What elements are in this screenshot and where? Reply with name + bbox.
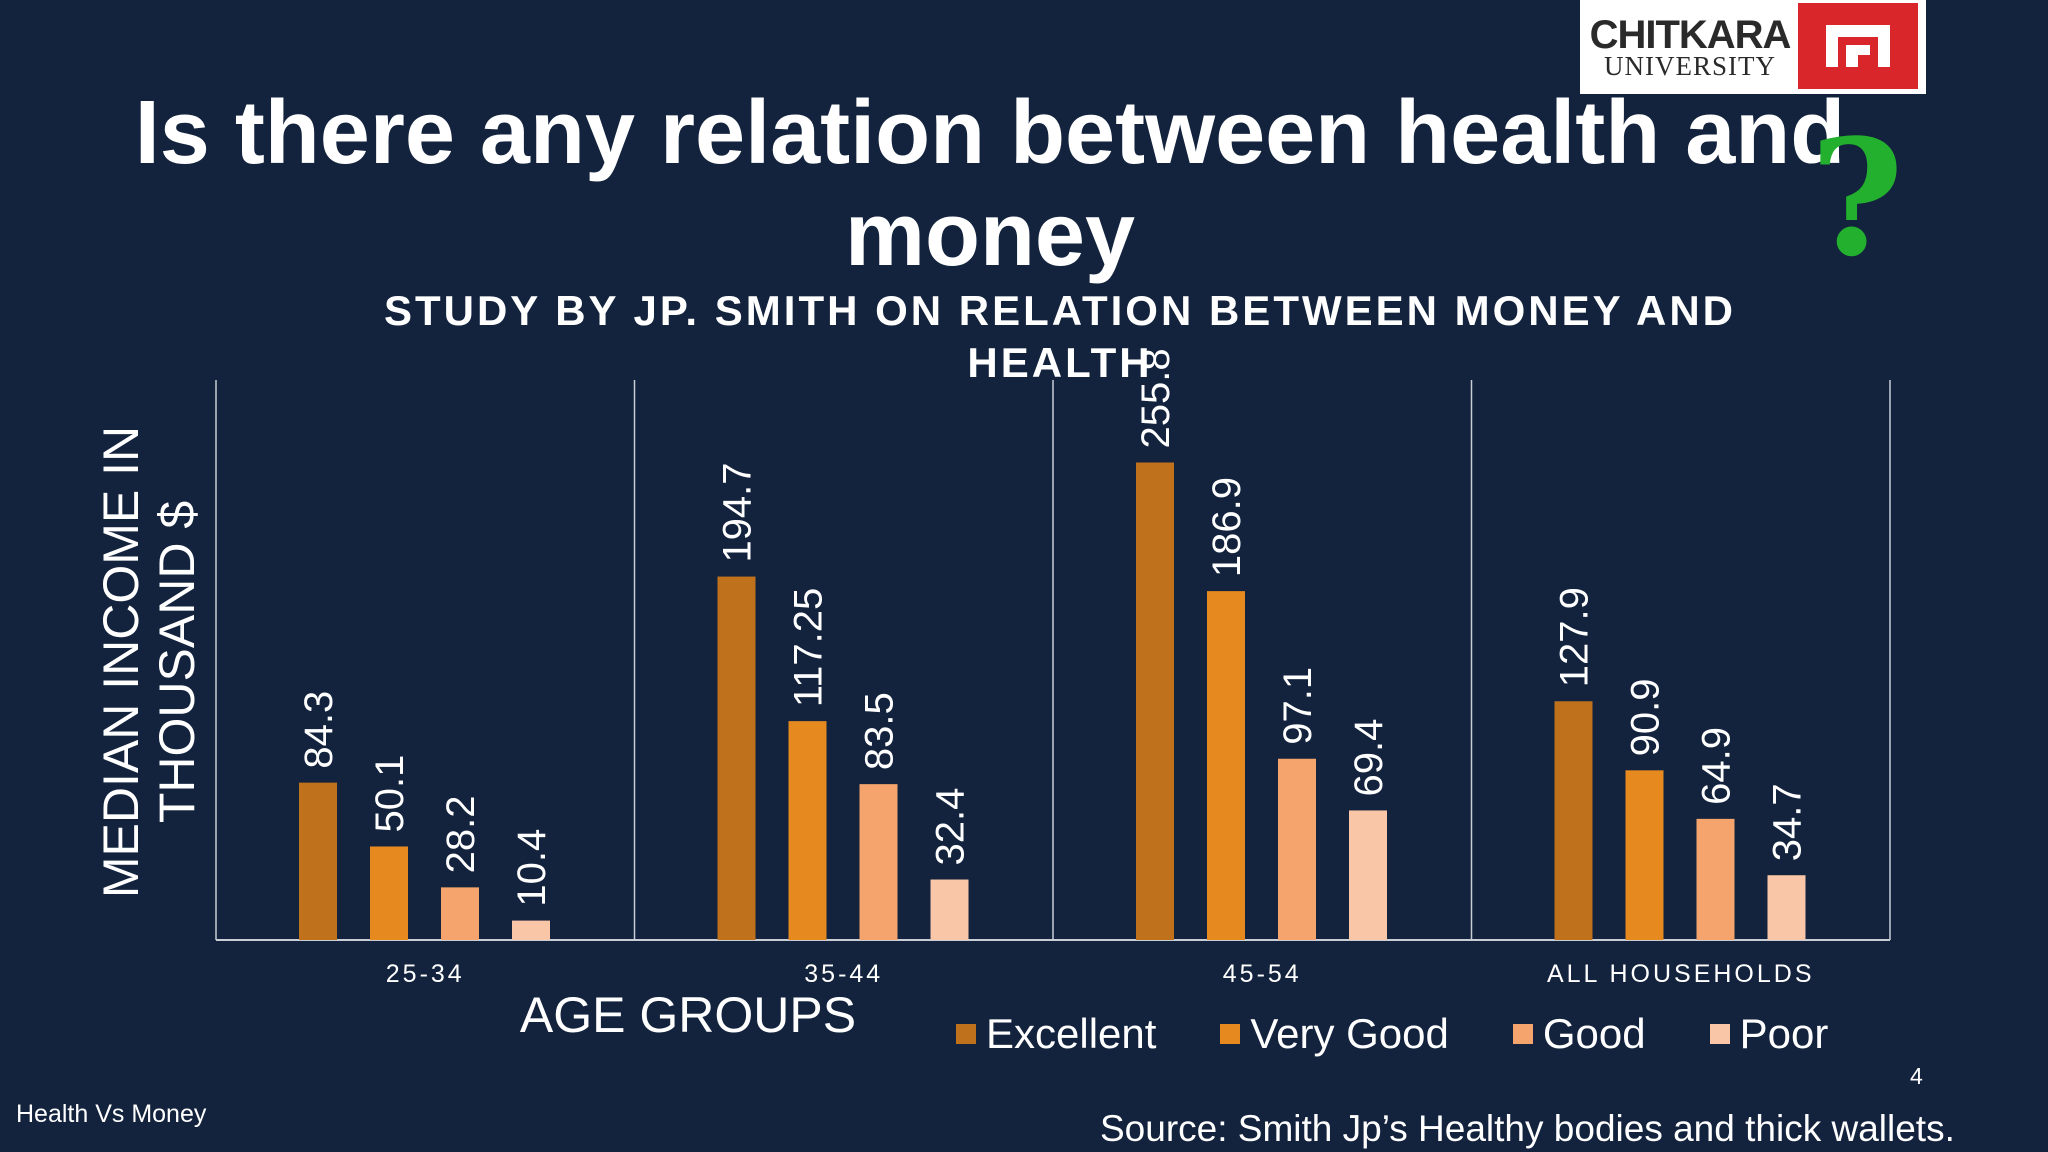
x-tick-label-25-34: 25-34 (386, 960, 465, 988)
data-label-very-good-25-34: 50.1 (368, 755, 412, 833)
legend-swatch-poor (1709, 1024, 1730, 1044)
bar-poor-35-44 (930, 879, 969, 940)
bar-good-45-54 (1278, 758, 1316, 940)
university-logo: CHITKARA UNIVERSITY (1580, 0, 1926, 94)
data-label-good-45-54: 97.1 (1276, 667, 1320, 745)
bar-very-good-45-54 (1207, 591, 1245, 940)
bar-excellent-35-44 (717, 576, 756, 940)
slide-title: Is there any relation between health and… (134, 83, 1846, 285)
bar-good-35-44 (859, 784, 898, 940)
bar-excellent-all-households (1554, 701, 1593, 940)
bar-poor-45-54 (1349, 810, 1387, 940)
chart-title: STUDY BY JP. SMITH ON RELATION BETWEEN M… (383, 287, 1737, 386)
bar-excellent-25-34 (299, 782, 337, 940)
logo-name: CHITKARA (1589, 12, 1792, 57)
bar-poor-25-34 (512, 920, 550, 940)
legend-label-poor: Poor (1739, 1010, 1829, 1057)
legend-item-excellent: Excellent (956, 1010, 1156, 1058)
bar-very-good-all-households (1625, 770, 1664, 940)
y-axis-title: MEDIAN INCOME INTHOUSAND $ (93, 426, 205, 898)
x-tick-label-all-households: ALL HOUSEHOLDS (1547, 960, 1815, 988)
footer-text: Health Vs Money (16, 1100, 207, 1128)
data-label-poor-45-54: 69.4 (1347, 719, 1391, 797)
bar-good-25-34 (441, 887, 479, 940)
chart-legend: Excellent Very Good Good Poor (956, 1010, 1828, 1058)
bar-very-good-25-34 (370, 846, 408, 940)
legend-swatch-good (1512, 1024, 1533, 1044)
data-label-good-25-34: 28.2 (439, 796, 483, 874)
bar-very-good-35-44 (788, 721, 827, 940)
x-axis-title: AGE GROUPS (520, 987, 856, 1043)
data-label-very-good-45-54: 186.9 (1205, 477, 1249, 577)
legend-label-excellent: Excellent (986, 1010, 1157, 1057)
data-label-poor-35-44: 32.4 (929, 788, 973, 866)
data-label-excellent-35-44: 194.7 (716, 462, 760, 562)
data-label-poor-all-households: 34.7 (1766, 783, 1810, 861)
x-tick-label-35-44: 35-44 (804, 960, 883, 988)
legend-item-good: Good (1512, 1010, 1646, 1058)
data-label-good-all-households: 64.9 (1695, 727, 1739, 805)
bar-good-all-households (1696, 818, 1735, 940)
legend-item-very-good: Very Good (1220, 1010, 1449, 1058)
legend-item-poor: Poor (1709, 1010, 1829, 1058)
y-axis-title-line-2: THOUSAND $ (149, 501, 205, 823)
legend-label-very-good: Very Good (1250, 1010, 1449, 1057)
logo-subtitle: UNIVERSITY (1604, 50, 1776, 81)
legend-swatch-very-good (1220, 1024, 1241, 1044)
bar-poor-all-households (1767, 875, 1806, 940)
data-label-very-good-35-44: 117.25 (787, 588, 831, 707)
data-label-excellent-45-54: 255.8 (1134, 348, 1178, 448)
data-label-poor-25-34: 10.4 (510, 829, 554, 907)
bar-excellent-45-54 (1136, 462, 1174, 940)
chitkara-logo-icon (1798, 3, 1918, 89)
data-label-very-good-all-households: 90.9 (1624, 678, 1668, 756)
y-axis-title-line-1: MEDIAN INCOME IN (93, 426, 149, 898)
page-number: 4 (1910, 1063, 1923, 1089)
legend-label-good: Good (1542, 1010, 1646, 1057)
data-label-good-35-44: 83.5 (858, 692, 902, 770)
legend-swatch-excellent (956, 1024, 976, 1044)
question-mark-icon: ? (1810, 104, 1904, 292)
data-label-excellent-25-34: 84.3 (297, 691, 341, 769)
data-label-excellent-all-households: 127.9 (1553, 587, 1597, 687)
x-tick-label-45-54: 45-54 (1223, 960, 1302, 988)
source-citation: Source: Smith Jp’s Healthy bodies and th… (1100, 1108, 1955, 1149)
